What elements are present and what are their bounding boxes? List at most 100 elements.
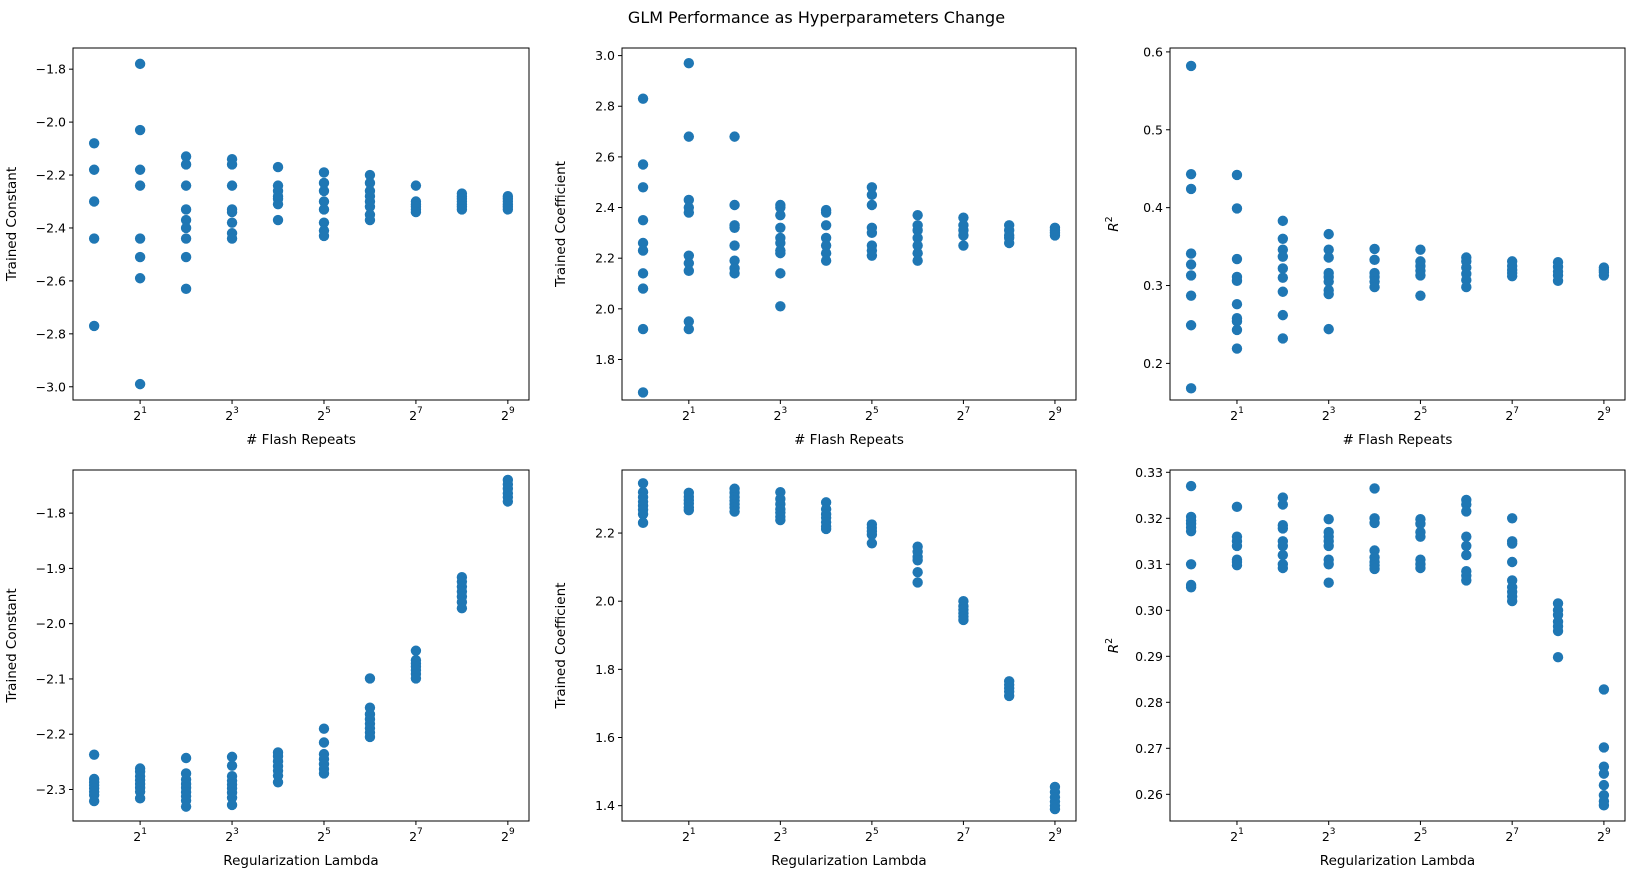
x-tick-base: 2: [865, 408, 873, 423]
scatter-point: [1231, 275, 1243, 287]
scatter-point: [272, 214, 284, 226]
y-tick-label: 1.8: [595, 352, 615, 367]
scatter-point: [180, 251, 192, 263]
scatter-point: [364, 673, 376, 684]
scatter-point: [683, 323, 695, 335]
x-tick-label: 27: [957, 827, 971, 844]
y-tick-label: −2.6: [36, 273, 66, 288]
scatter-point: [1185, 480, 1197, 492]
x-tick-label: 23: [225, 827, 239, 844]
scatter-point: [1231, 169, 1243, 181]
scatter-point: [364, 201, 376, 212]
scatter-point: [1415, 244, 1426, 255]
scatter-point: [820, 247, 832, 259]
scatter-point: [775, 237, 786, 249]
scatter-point: [729, 131, 740, 142]
scatter-point: [318, 185, 330, 197]
scatter-point: [637, 387, 649, 398]
x-tick-base: 2: [1597, 829, 1605, 844]
y-tick-label: −1.8: [36, 62, 66, 77]
scatter-point: [1461, 506, 1472, 517]
scatter-point: [912, 555, 923, 566]
scatter-point: [1598, 800, 1610, 811]
scatter-point: [1277, 523, 1289, 534]
x-tick-label: 25: [1414, 827, 1428, 844]
scatter-point: [820, 255, 832, 266]
scatter-point: [502, 204, 514, 215]
scatter-point: [364, 214, 376, 226]
y-tick-label: −2.2: [36, 727, 66, 742]
y-tick-label: −2.2: [36, 168, 66, 183]
scatter-point: [226, 217, 238, 228]
scatter-point: [958, 240, 969, 251]
x-tick-label: 23: [774, 827, 788, 844]
scatter-point: [88, 320, 100, 332]
scatter-point: [912, 255, 923, 266]
scatter-point: [683, 316, 695, 327]
x-tick-base: 2: [1048, 829, 1056, 844]
scatter-point: [866, 189, 878, 201]
scatter-point: [502, 496, 514, 507]
x-tick-base: 2: [682, 408, 690, 423]
x-tick-exponent: 9: [509, 406, 515, 416]
x-tick-exponent: 1: [141, 827, 147, 837]
scatter-point: [1231, 501, 1243, 512]
scatter-point: [1277, 562, 1289, 574]
scatter-point: [1598, 684, 1610, 695]
scatter-point: [180, 151, 192, 162]
scatter-point: [1003, 237, 1015, 249]
y-tick-label: 0.32: [1135, 511, 1163, 526]
scatter-point: [1185, 60, 1197, 72]
x-tick-base: 2: [1322, 829, 1330, 844]
y-tick-label: 0.33: [1135, 465, 1163, 480]
y-tick-label: −2.0: [36, 616, 66, 631]
scatter-point: [134, 180, 146, 191]
scatter-point: [1323, 514, 1334, 525]
scatter-point: [1277, 215, 1289, 227]
x-tick-exponent: 1: [690, 406, 696, 416]
scatter-point: [775, 209, 786, 221]
scatter-point: [912, 240, 923, 251]
y-axis-label-exponent: 2: [1104, 638, 1115, 644]
y-tick-label: 0.30: [1135, 603, 1163, 618]
scatter-point: [134, 233, 146, 244]
y-axis-label-exponent: 2: [1104, 216, 1115, 222]
scatter-point: [637, 159, 649, 170]
scatter-point: [912, 567, 923, 578]
scatter-point: [180, 159, 192, 170]
scatter-point: [272, 198, 284, 210]
scatter-point: [456, 602, 468, 614]
scatter-point: [637, 93, 649, 104]
x-tick-base: 2: [409, 408, 417, 423]
x-tick-base: 2: [865, 829, 873, 844]
y-tick-label: 0.31: [1135, 557, 1163, 572]
scatter-point: [866, 199, 878, 211]
scatter-point: [637, 283, 649, 294]
x-tick-label: 25: [865, 406, 879, 423]
x-tick-exponent: 3: [781, 827, 787, 837]
scatter-point: [729, 268, 740, 279]
scatter-point: [318, 217, 330, 228]
scatter-point: [637, 215, 649, 226]
x-tick-exponent: 5: [873, 406, 879, 416]
scatter-point: [1185, 259, 1197, 270]
scatter-point: [180, 233, 192, 244]
x-tick-label: 21: [133, 406, 147, 423]
x-tick-label: 23: [225, 406, 239, 423]
axes-frame: [72, 47, 530, 401]
x-tick-label: 29: [1048, 827, 1062, 844]
scatter-point: [1369, 254, 1380, 266]
y-tick-label: 1.4: [595, 798, 615, 813]
scatter-point: [1369, 483, 1380, 494]
x-tick-exponent: 5: [873, 827, 879, 837]
x-tick-exponent: 7: [965, 406, 971, 416]
scatter-point: [318, 723, 330, 734]
y-tick-label: 0.3: [1143, 278, 1163, 293]
scatter-point: [1506, 270, 1518, 282]
x-tick-base: 2: [1505, 829, 1513, 844]
x-tick-base: 2: [1414, 829, 1422, 844]
y-axis-label: Trained Coefficient: [553, 161, 569, 288]
axes-frame: [1169, 47, 1626, 401]
y-tick-label: −2.0: [36, 115, 66, 130]
x-tick-base: 2: [225, 408, 233, 423]
